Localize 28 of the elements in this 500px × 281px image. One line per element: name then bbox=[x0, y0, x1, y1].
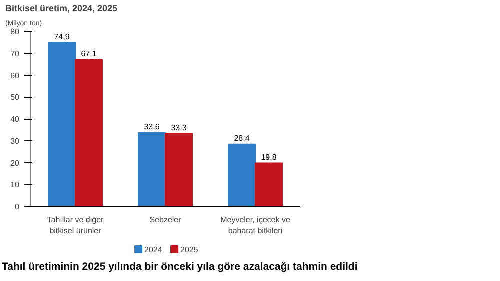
x-tick-label: Tahıllar ve diğer bitkisel ürünler bbox=[47, 216, 104, 236]
chart-title: Bitkisel üretim, 2024, 2025 bbox=[6, 4, 118, 14]
y-tick-label: 30 bbox=[10, 136, 20, 146]
legend-label: 2024 bbox=[144, 246, 163, 254]
bar bbox=[138, 132, 166, 206]
bar bbox=[165, 133, 193, 206]
y-tick-label: 20 bbox=[10, 158, 20, 168]
y-tick-label: 70 bbox=[10, 49, 20, 58]
data-label: 33,3 bbox=[171, 123, 188, 132]
data-label: 28,4 bbox=[234, 134, 250, 144]
y-tick-label: 40 bbox=[10, 115, 20, 124]
data-label: 74,9 bbox=[54, 32, 70, 42]
bar bbox=[255, 162, 283, 206]
data-label: 19,8 bbox=[261, 152, 278, 162]
bar bbox=[228, 144, 256, 206]
y-tick-label: 10 bbox=[10, 180, 20, 190]
legend-label: 2025 bbox=[180, 246, 199, 254]
text: Tahıl üretiminin 2025 yılında bir önceki yıla göre azalacağı tahmin edildi bbox=[2, 260, 358, 275]
x-tick-label: Meyveler, içecek ve baharat bitkileri bbox=[220, 216, 291, 236]
y-tick-label: 80 bbox=[10, 28, 20, 36]
data-label: 67,1 bbox=[81, 49, 98, 58]
y-tick-label: 50 bbox=[10, 93, 20, 102]
y-tick-label: 0 bbox=[15, 202, 20, 212]
x-tick-label: Sebzeler bbox=[150, 216, 182, 224]
bar bbox=[75, 59, 103, 206]
data-label: 33,6 bbox=[144, 122, 160, 132]
bar bbox=[48, 42, 76, 206]
y-tick-label: 60 bbox=[10, 71, 20, 80]
